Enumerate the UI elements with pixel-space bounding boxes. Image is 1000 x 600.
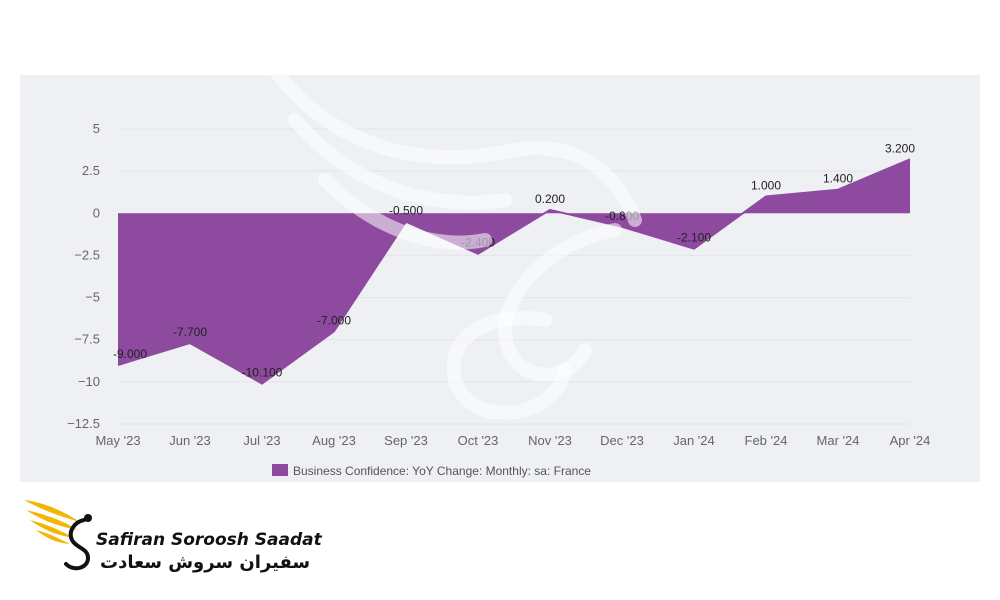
series-area[interactable] [118, 159, 910, 384]
y-tick-label: −10 [78, 374, 100, 389]
chart-panel: 5 2.5 0 −2.5 −5 −7.5 −10 −12.5 May '23 Jun '23 Ju… [20, 75, 980, 482]
x-tick-label: Jul '23 [243, 433, 280, 448]
y-tick-label: 2.5 [82, 163, 100, 178]
y-tick-label: −7.5 [74, 332, 100, 347]
y-tick-label: −2.5 [74, 247, 100, 262]
data-label: -2.100 [677, 231, 711, 245]
legend-swatch [272, 464, 288, 476]
brand-name-english: Safiran Soroosh Saadat [96, 530, 322, 550]
x-tick-label: May '23 [95, 433, 140, 448]
x-tick-label: Jun '23 [169, 433, 211, 448]
data-label: -7.700 [173, 325, 207, 339]
chart-svg: 5 2.5 0 −2.5 −5 −7.5 −10 −12.5 May '23 Jun '23 Ju… [67, 121, 930, 478]
data-label: 1.000 [751, 178, 781, 192]
winged-s-logo-icon [24, 500, 92, 571]
legend[interactable]: Business Confidence: YoY Change: Monthly… [272, 464, 591, 478]
area-layer [117, 158, 911, 385]
y-tick-label: −5 [85, 290, 100, 305]
data-label: -10.100 [242, 366, 283, 380]
data-label: 0.200 [535, 192, 565, 206]
x-axis-ticks: May '23 Jun '23 Jul '23 Aug '23 Sep '23 Oct '… [95, 433, 930, 448]
x-tick-label: Mar '24 [817, 433, 860, 448]
data-label: -7.000 [317, 313, 351, 327]
x-tick-label: Aug '23 [312, 433, 356, 448]
data-label: -2.400 [461, 236, 495, 250]
x-tick-label: Apr '24 [890, 433, 931, 448]
x-tick-label: Jan '24 [673, 433, 715, 448]
brand-name-persian: سفیران سروش سعادت [100, 552, 311, 573]
data-label: 3.200 [885, 141, 915, 155]
y-tick-label: −12.5 [67, 416, 100, 431]
brand-logo [22, 492, 312, 592]
y-axis-ticks: 5 2.5 0 −2.5 −5 −7.5 −10 −12.5 [67, 121, 100, 431]
x-tick-label: Dec '23 [600, 433, 644, 448]
y-tick-label: 5 [93, 121, 100, 136]
data-label: -9.000 [113, 347, 147, 361]
data-label: -0.500 [389, 204, 423, 218]
x-tick-label: Feb '24 [745, 433, 788, 448]
data-label: -0.800 [605, 209, 639, 223]
x-tick-label: Nov '23 [528, 433, 572, 448]
x-tick-label: Sep '23 [384, 433, 428, 448]
legend-label: Business Confidence: YoY Change: Monthly… [293, 464, 591, 478]
y-tick-label: 0 [93, 205, 100, 220]
x-tick-label: Oct '23 [458, 433, 499, 448]
data-label: 1.400 [823, 172, 853, 186]
